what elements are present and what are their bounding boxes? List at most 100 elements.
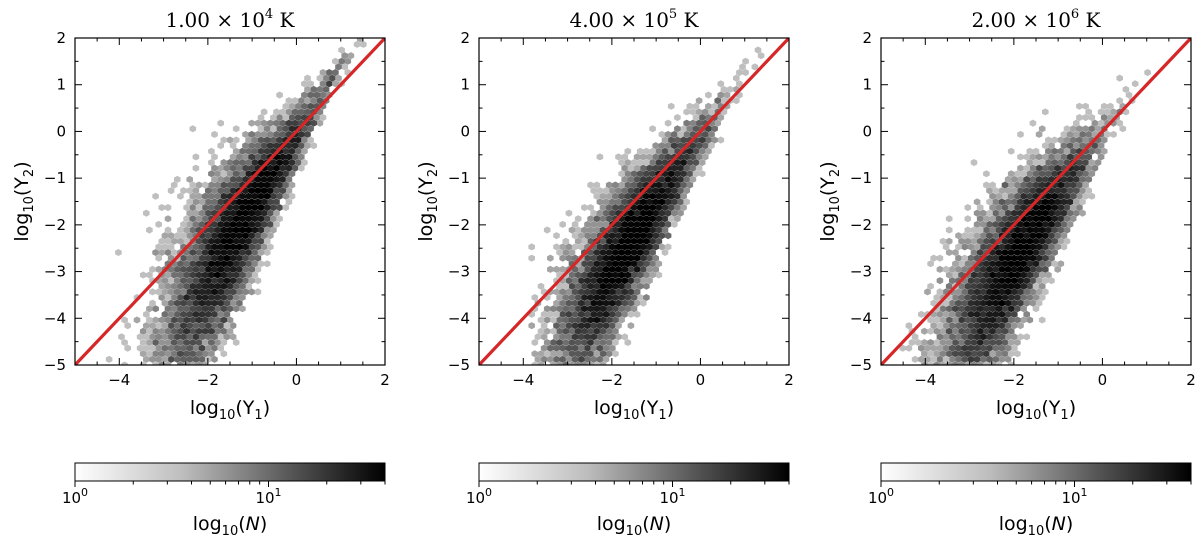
hexbin-cell (571, 277, 579, 285)
hexbin-cell (945, 327, 953, 335)
hexbin-cell (578, 277, 585, 285)
hexbin-cell (664, 198, 672, 206)
hexbin-cell (983, 339, 990, 346)
hexbin-cell (630, 215, 638, 223)
hexbin-cell (565, 310, 573, 318)
hexbin-cell (155, 220, 162, 228)
hexbin-cell (633, 209, 641, 217)
hexbin-cell (282, 170, 290, 178)
hexbin-cell (584, 310, 591, 318)
hexbin-cell (263, 215, 271, 223)
hexbin-cell (239, 226, 246, 234)
hexbin-cell (214, 327, 221, 335)
hexbin-cell (217, 119, 224, 127)
hexbin-cell (1014, 339, 1021, 346)
hexbin-cell (587, 316, 594, 324)
hexbin-cell (288, 125, 296, 133)
hexbin-cell (1069, 125, 1077, 133)
hexbin-cell (1038, 237, 1046, 245)
hexbin-cell (263, 226, 271, 234)
hexbin-cell (609, 232, 616, 240)
hexbin-cell (605, 339, 613, 346)
hexbin-cell (1035, 277, 1043, 285)
hexbin-cell (1038, 226, 1046, 234)
hexbin-cell (989, 294, 996, 301)
hexbin-cell (905, 322, 913, 330)
hexbin-cell (671, 164, 678, 172)
hexbin-cell (680, 170, 687, 178)
hexbin-cell (612, 181, 619, 189)
hexbin-cell (936, 265, 944, 273)
hexbin-cell (248, 142, 255, 150)
hexbin-cell (291, 97, 299, 105)
hexbin-cell (288, 192, 296, 200)
hexbin-cell (578, 310, 585, 318)
hexbin-cell (223, 310, 231, 318)
hexbin-cell (205, 254, 212, 262)
hexbin-cell (201, 282, 209, 290)
hexbin-cell (1063, 204, 1071, 212)
x-tick-label: 0 (292, 371, 302, 389)
hexbin-cell (995, 215, 1003, 223)
hexbin-cell (726, 85, 734, 93)
hexbin-cell (599, 305, 607, 313)
hexbin-cell (251, 147, 259, 155)
hexbin-cell (319, 91, 327, 99)
hexbin-cell (1035, 288, 1043, 296)
hexbin-cell (1014, 282, 1021, 290)
hexbin-cell (192, 164, 200, 172)
hexbin-cell (587, 237, 594, 245)
hexbin-cell (618, 226, 625, 234)
hexbin-cell (612, 237, 619, 245)
hexbin-cell (242, 232, 249, 240)
hexbin-cell (285, 142, 293, 150)
hexbin-cell (677, 175, 684, 183)
hexbin-cell (1017, 254, 1024, 262)
hexbin-cell (939, 361, 947, 365)
hexbin-cell (158, 316, 166, 324)
hexbin-cell (1100, 114, 1108, 122)
hexbin-cell (1014, 226, 1021, 234)
hexbin-cell (621, 310, 628, 318)
hexbin-cell (590, 277, 597, 285)
hexbin-cell (205, 322, 212, 330)
colorbar-tick-label: 100 (62, 486, 88, 507)
hexbin-cell (534, 355, 542, 363)
hexbin-cell (257, 147, 265, 155)
hexbin-cell (1001, 282, 1009, 290)
hexbin-cell (1097, 153, 1105, 161)
hexbin-cell (540, 322, 548, 330)
hexbin-cell (976, 215, 984, 223)
hexbin-cell (671, 130, 678, 138)
hexbin-cell (1032, 249, 1040, 256)
x-tick-label: −2 (197, 371, 219, 389)
hexbin-cell (683, 108, 690, 116)
hexbin-cell (155, 322, 162, 330)
hexbin-cell (174, 175, 181, 183)
hexbin-cell (1004, 187, 1012, 195)
hexbin-cell (692, 147, 700, 155)
hexbin-cell (189, 204, 197, 212)
hexbin-cell (214, 170, 221, 178)
hexbin-cell (223, 277, 231, 285)
hexbin-cell (945, 237, 953, 245)
hexbin-cell (964, 215, 972, 223)
hexbin-cell (242, 288, 249, 296)
hexbin-cell (205, 310, 212, 318)
hexbin-cells (105, 38, 367, 365)
hexbin-cell (964, 316, 972, 324)
hexbin-cell (605, 271, 613, 279)
hexbin-cell (1020, 192, 1027, 200)
hexbin-cell (1073, 187, 1080, 195)
hexbin-cell (1017, 187, 1024, 195)
hexbin-cell (1035, 175, 1043, 183)
hexbin-cell (646, 254, 653, 262)
hexbin-cell (584, 288, 591, 296)
hexbin-cell (652, 164, 659, 172)
hexbin-cell (992, 310, 999, 318)
hexbin-cell (276, 159, 283, 167)
hexbin-cell (605, 204, 613, 212)
hexbin-cell (680, 192, 687, 200)
hexbin-cell (717, 80, 725, 88)
hexbin-cell (596, 310, 604, 318)
